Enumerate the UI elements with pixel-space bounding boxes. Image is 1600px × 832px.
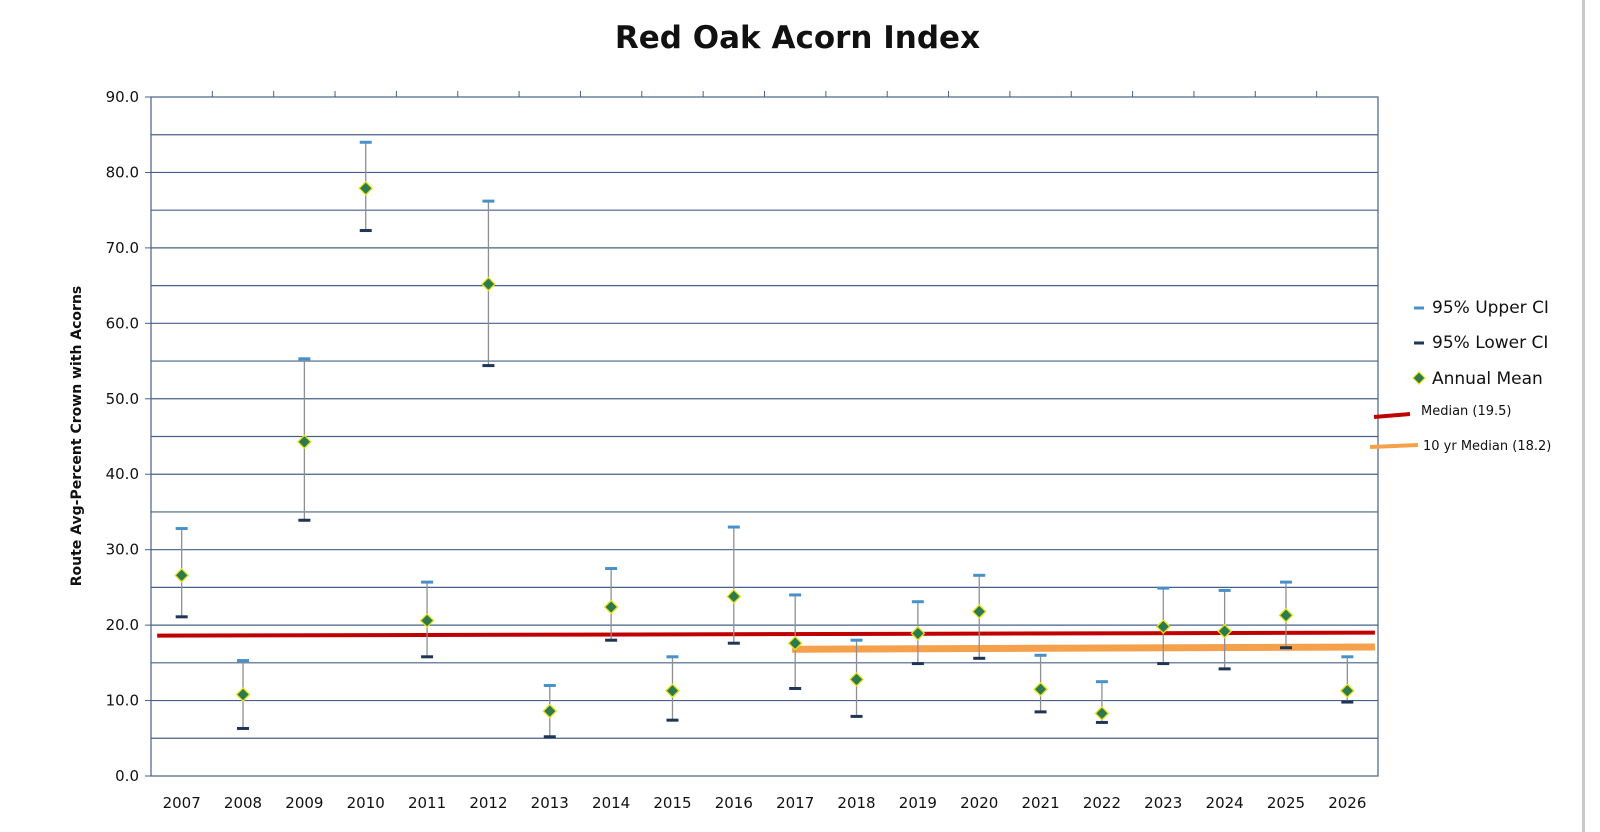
y-axis-tick-labels: 0.0 10.0 20.0 30.0 40.0 50.0 60.0 70.0 80.0 90.0	[106, 88, 139, 785]
y-tick-label: 20.0	[106, 616, 139, 634]
x-tick-label: 2009	[285, 794, 323, 812]
annual-mean-point	[296, 434, 312, 450]
y-tick-label: 60.0	[106, 314, 139, 332]
legend-median-key	[1373, 412, 1411, 419]
y-tick-label: 50.0	[106, 390, 139, 408]
annual-mean-point	[235, 687, 251, 702]
x-tick-label: 2022	[1083, 794, 1121, 812]
x-tick-label: 2007	[163, 794, 201, 812]
annual-mean-point	[787, 635, 803, 651]
annual-mean-point	[1155, 619, 1171, 635]
x-tick-label: 2018	[837, 794, 875, 812]
y-tick-label: 80.0	[106, 163, 139, 181]
annual-mean-point	[971, 604, 987, 619]
x-tick-label: 2008	[224, 794, 262, 812]
x-axis-tick-labels: 2007 2008 2009 2010 2011 2012 2013 2014 2015 2016…	[163, 794, 1367, 812]
x-tick-label: 2012	[469, 794, 507, 812]
x-tick-label: 2011	[408, 794, 446, 812]
y-tick-label: 40.0	[106, 465, 139, 483]
legend-label: 10 yr Median (18.2)	[1423, 439, 1551, 454]
annual-mean-point	[665, 683, 680, 699]
annual-mean-point	[910, 625, 926, 641]
annual-mean-point	[1339, 683, 1355, 699]
ten-year-median-line	[792, 643, 1375, 653]
x-tick-label: 2017	[776, 794, 814, 812]
median-line	[157, 630, 1375, 638]
x-tick-label: 2023	[1144, 794, 1182, 812]
plot-area-frame	[150, 96, 1379, 777]
x-tick-label: 2026	[1328, 794, 1366, 812]
legend: 95% Upper CI 95% Lower CI Annual Mean Media…	[1369, 298, 1551, 454]
annual-mean-point	[542, 703, 558, 719]
y-tick-label: 30.0	[106, 541, 139, 559]
legend-label: Annual Mean	[1432, 369, 1543, 389]
x-tick-label: 2024	[1206, 794, 1244, 812]
x-tick-label: 2013	[531, 794, 569, 812]
y-axis-title: Route Avg-Percent Crown with Acorns	[69, 286, 85, 587]
annual-mean-point	[481, 276, 496, 292]
annual-mean-markers	[174, 180, 1355, 721]
annual-mean-point	[1217, 623, 1233, 639]
gridlines	[145, 91, 1378, 777]
legend-label: 95% Lower CI	[1432, 333, 1548, 353]
x-tick-label: 2020	[960, 794, 998, 812]
x-tick-label: 2021	[1021, 794, 1059, 812]
median-lines	[157, 630, 1375, 653]
y-tick-label: 90.0	[106, 88, 139, 106]
legend-mean-key	[1412, 371, 1426, 385]
annual-mean-point	[174, 567, 190, 583]
annual-mean-point	[419, 613, 435, 629]
annual-mean-point	[1033, 681, 1048, 697]
legend-label: 95% Upper CI	[1432, 298, 1549, 318]
x-tick-label: 2015	[653, 794, 691, 812]
annual-mean-point	[1278, 607, 1294, 623]
annual-mean-point	[603, 599, 619, 615]
annual-mean-point	[726, 589, 742, 604]
annual-mean-point	[849, 672, 864, 687]
annual-mean-point	[1094, 705, 1110, 721]
x-tick-label: 2010	[347, 794, 385, 812]
legend-label: Median (19.5)	[1421, 404, 1512, 419]
y-tick-label: 70.0	[106, 239, 139, 257]
chart-title: Red Oak Acorn Index	[614, 20, 981, 56]
y-tick-label: 10.0	[106, 692, 139, 710]
annual-mean-point	[358, 180, 374, 196]
legend-ten-year-median-key	[1369, 443, 1419, 449]
x-tick-label: 2019	[899, 794, 937, 812]
y-tick-label: 0.0	[115, 767, 139, 785]
x-tick-label: 2016	[715, 794, 753, 812]
x-tick-label: 2014	[592, 794, 630, 812]
x-tick-label: 2025	[1267, 794, 1305, 812]
window-edge	[1582, 0, 1585, 832]
